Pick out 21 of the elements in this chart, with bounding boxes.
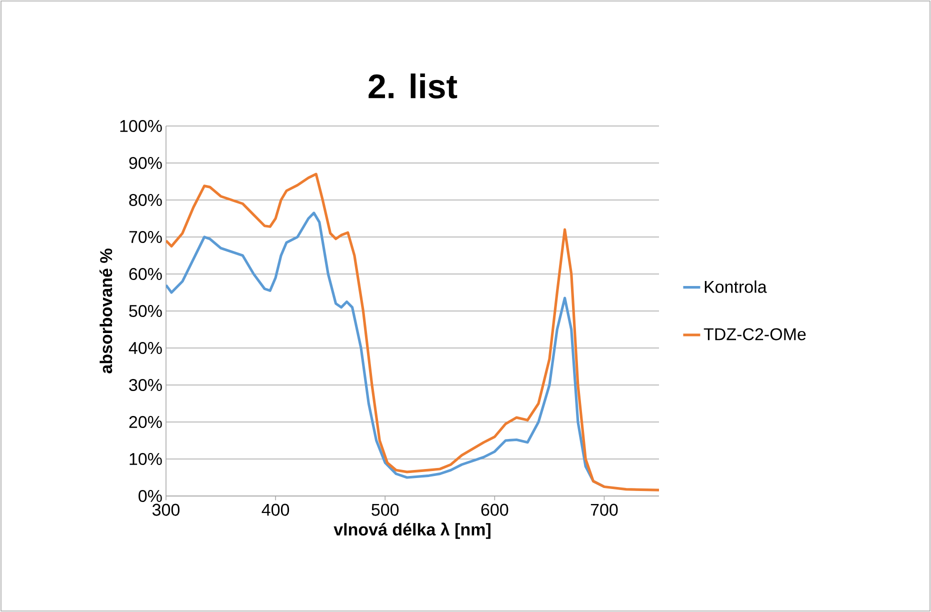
y-tick-label: 0% (138, 490, 162, 502)
x-axis-title: vlnová délka λ [nm] (334, 522, 490, 539)
y-tick-label: 20% (129, 416, 162, 428)
y-tick-label: 70% (129, 230, 162, 244)
y-tick-label: 80% (129, 194, 162, 206)
y-axis-title: absorbované % (100, 248, 112, 374)
x-tick-label: 700 (590, 504, 618, 516)
legend-label: Kontrola (704, 280, 767, 293)
y-tick-label: 60% (129, 268, 162, 280)
x-tick-label: 600 (481, 504, 508, 516)
y-tick-label: 30% (129, 378, 162, 392)
x-tick-label: 300 (152, 504, 180, 516)
chart-title: 2. list (368, 74, 458, 98)
x-tick-label: 400 (262, 504, 290, 516)
y-tick-label: 10% (130, 452, 162, 466)
y-tick-label: 100% (120, 120, 162, 132)
y-tick-label: 90% (129, 156, 162, 170)
y-tick-label: 50% (129, 304, 162, 318)
y-tick-label: 40% (128, 342, 162, 354)
x-tick-label: 500 (372, 504, 399, 516)
legend-label: TDZ-C2-OMe (704, 328, 806, 340)
